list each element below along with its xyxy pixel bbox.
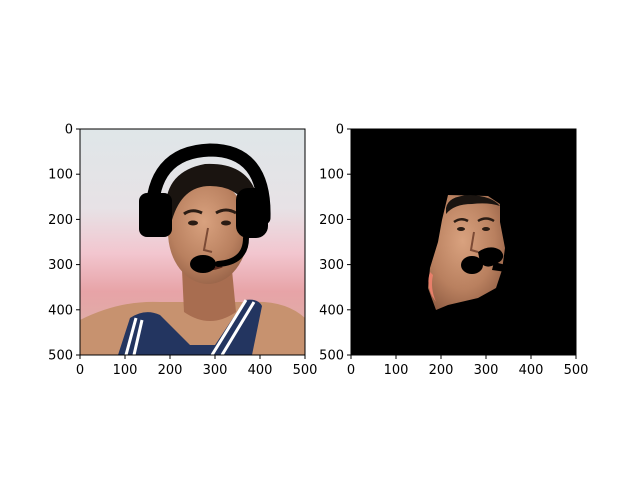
right-axes-frame (350, 128, 577, 356)
left-xtick-label: 0 (76, 363, 84, 378)
right-image (351, 129, 576, 355)
right-ytick-label: 100 (319, 168, 344, 183)
right-image-panel (350, 128, 577, 356)
left-image-panel (79, 128, 306, 356)
right-xtick-label: 100 (384, 363, 409, 378)
left-axes-frame (79, 128, 306, 356)
right-ytick-label: 400 (319, 303, 344, 318)
right-xtick-label: 500 (564, 363, 589, 378)
left-ytick-label: 100 (48, 168, 73, 183)
right-xtick-label: 0 (347, 363, 355, 378)
left-xtick-label: 400 (248, 363, 273, 378)
right-ytick-label: 0 (336, 123, 344, 138)
left-xtick-label: 300 (203, 363, 228, 378)
left-ytick-label: 500 (48, 349, 73, 364)
left-ytick-label: 200 (48, 213, 73, 228)
right-ytick-label: 500 (319, 349, 344, 364)
left-ytick-label: 0 (65, 123, 73, 138)
left-xtick-label: 100 (113, 363, 138, 378)
right-xtick-label: 400 (519, 363, 544, 378)
left-image (80, 129, 305, 355)
left-ytick-label: 400 (48, 303, 73, 318)
right-xtick-label: 200 (429, 363, 454, 378)
right-ytick-label: 200 (319, 213, 344, 228)
left-xtick-label: 500 (293, 363, 318, 378)
left-ytick-label: 300 (48, 258, 73, 273)
right-ytick-label: 300 (319, 258, 344, 273)
right-xtick-label: 300 (474, 363, 499, 378)
left-xtick-label: 200 (158, 363, 183, 378)
